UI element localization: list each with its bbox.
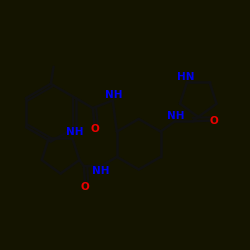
Text: NH: NH [92, 166, 110, 175]
Text: O: O [210, 116, 218, 126]
Text: O: O [90, 124, 99, 134]
Text: O: O [80, 182, 89, 192]
Text: HN: HN [177, 72, 194, 82]
Text: NH: NH [167, 112, 185, 122]
Text: NH: NH [105, 90, 122, 100]
Text: NH: NH [66, 127, 84, 137]
